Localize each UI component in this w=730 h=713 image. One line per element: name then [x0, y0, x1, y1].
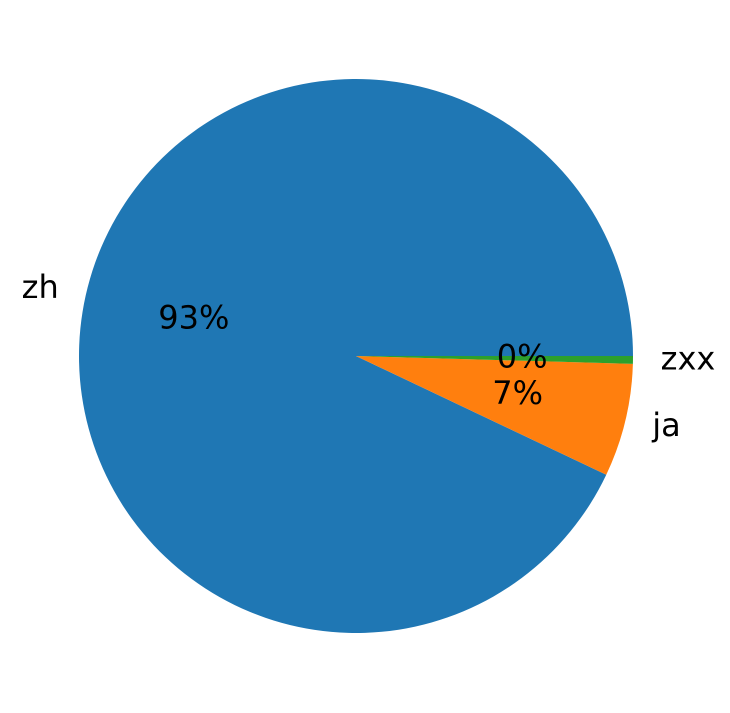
category-label: zxx: [661, 339, 716, 377]
percent-label: 93%: [158, 298, 229, 336]
percent-label: 7%: [492, 374, 543, 412]
category-label: ja: [651, 406, 681, 444]
pie-slice: [78, 79, 633, 634]
pie-slice: [356, 356, 633, 364]
category-label: zh: [22, 268, 59, 306]
percent-label: 0%: [497, 337, 548, 375]
pie-slice: [356, 356, 633, 475]
